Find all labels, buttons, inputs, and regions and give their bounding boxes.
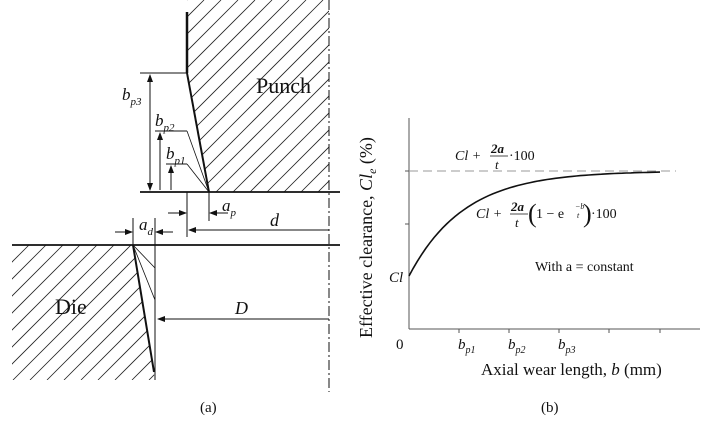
- x-axis-label: Axial wear length, b (mm): [481, 360, 662, 379]
- caption-a: (a): [200, 400, 217, 416]
- hatch-line: [12, 245, 81, 380]
- constant-note: With a = constant: [535, 260, 634, 275]
- hatch-line: [12, 245, 115, 380]
- hatch-line: [12, 245, 64, 380]
- curve-formula: Cl + 2a t ( 1 − e −b t ) ·100: [476, 199, 617, 230]
- caption-b: (b): [541, 400, 559, 416]
- d-label: d: [270, 210, 280, 230]
- svg-text:t: t: [495, 157, 499, 172]
- hatch-line: [232, 0, 329, 192]
- punch-label: Punch: [256, 73, 311, 98]
- svg-text:t: t: [515, 215, 519, 230]
- svg-text:2a: 2a: [510, 199, 525, 214]
- hatch-line: [187, 0, 324, 192]
- hatch-line: [187, 0, 329, 192]
- hatch-line: [249, 0, 329, 192]
- ad-label: ad: [139, 215, 154, 238]
- svg-text:−b: −b: [575, 202, 584, 211]
- D-label: D: [234, 298, 248, 318]
- xtick-bp1: bp1: [458, 337, 476, 356]
- hatch-line: [12, 245, 47, 380]
- hatch-line: [166, 245, 301, 380]
- hatch-line: [187, 0, 239, 192]
- hatch-line: [187, 0, 273, 192]
- hatch-line: [12, 245, 30, 380]
- ap-label: ap: [222, 196, 237, 219]
- hatch-line: [215, 0, 329, 192]
- svg-text:Cl +: Cl +: [476, 207, 502, 222]
- die-label: Die: [55, 294, 87, 319]
- xtick-bp3: bp3: [558, 337, 576, 356]
- hatch-line: [198, 0, 329, 192]
- die: [12, 218, 340, 380]
- hatch-line: [12, 245, 98, 380]
- hatch-line: [187, 0, 290, 192]
- plot-axes: [405, 118, 700, 333]
- hatch-line: [283, 0, 329, 192]
- hatch-line: [187, 0, 256, 192]
- hatch-line: [187, 0, 307, 192]
- hatch-line: [97, 245, 155, 380]
- hatch-line: [12, 245, 132, 380]
- svg-text:(: (: [528, 199, 537, 228]
- hatch-line: [12, 245, 13, 380]
- hatch-line: [187, 0, 222, 192]
- dimension-lines: [115, 72, 329, 322]
- clearance-curve: [408, 171, 661, 277]
- hatch-line: [187, 0, 188, 192]
- svg-text:·100: ·100: [591, 207, 617, 222]
- svg-text:2a: 2a: [490, 141, 505, 156]
- hatch-line: [114, 245, 155, 380]
- svg-text:·100: ·100: [509, 149, 535, 164]
- svg-text:1 − e: 1 − e: [536, 207, 564, 222]
- punch: [140, 0, 340, 193]
- xtick-bp2: bp2: [508, 337, 526, 356]
- bp3-label: bp3: [122, 85, 142, 108]
- svg-text:t: t: [577, 211, 580, 220]
- y-axis-label: Effective clearance, Cle (%): [356, 137, 379, 338]
- hatch-line: [46, 245, 155, 380]
- origin-label: 0: [396, 337, 404, 353]
- hatch-line: [12, 245, 149, 380]
- hatch-line: [63, 245, 155, 380]
- svg-text:Cl +: Cl +: [455, 149, 481, 164]
- hatch-line: [80, 245, 155, 380]
- bp2-label: bp2: [155, 111, 175, 134]
- hatch-line: [148, 245, 155, 380]
- hatch-line: [317, 0, 329, 192]
- cl-start-label: Cl: [389, 270, 403, 286]
- hatch-line: [266, 0, 329, 192]
- hatch-line: [187, 0, 329, 192]
- asymptote-formula: Cl + 2a t ·100: [455, 141, 535, 172]
- svg-text:): ): [583, 199, 592, 228]
- bp1-label: bp1: [166, 144, 186, 167]
